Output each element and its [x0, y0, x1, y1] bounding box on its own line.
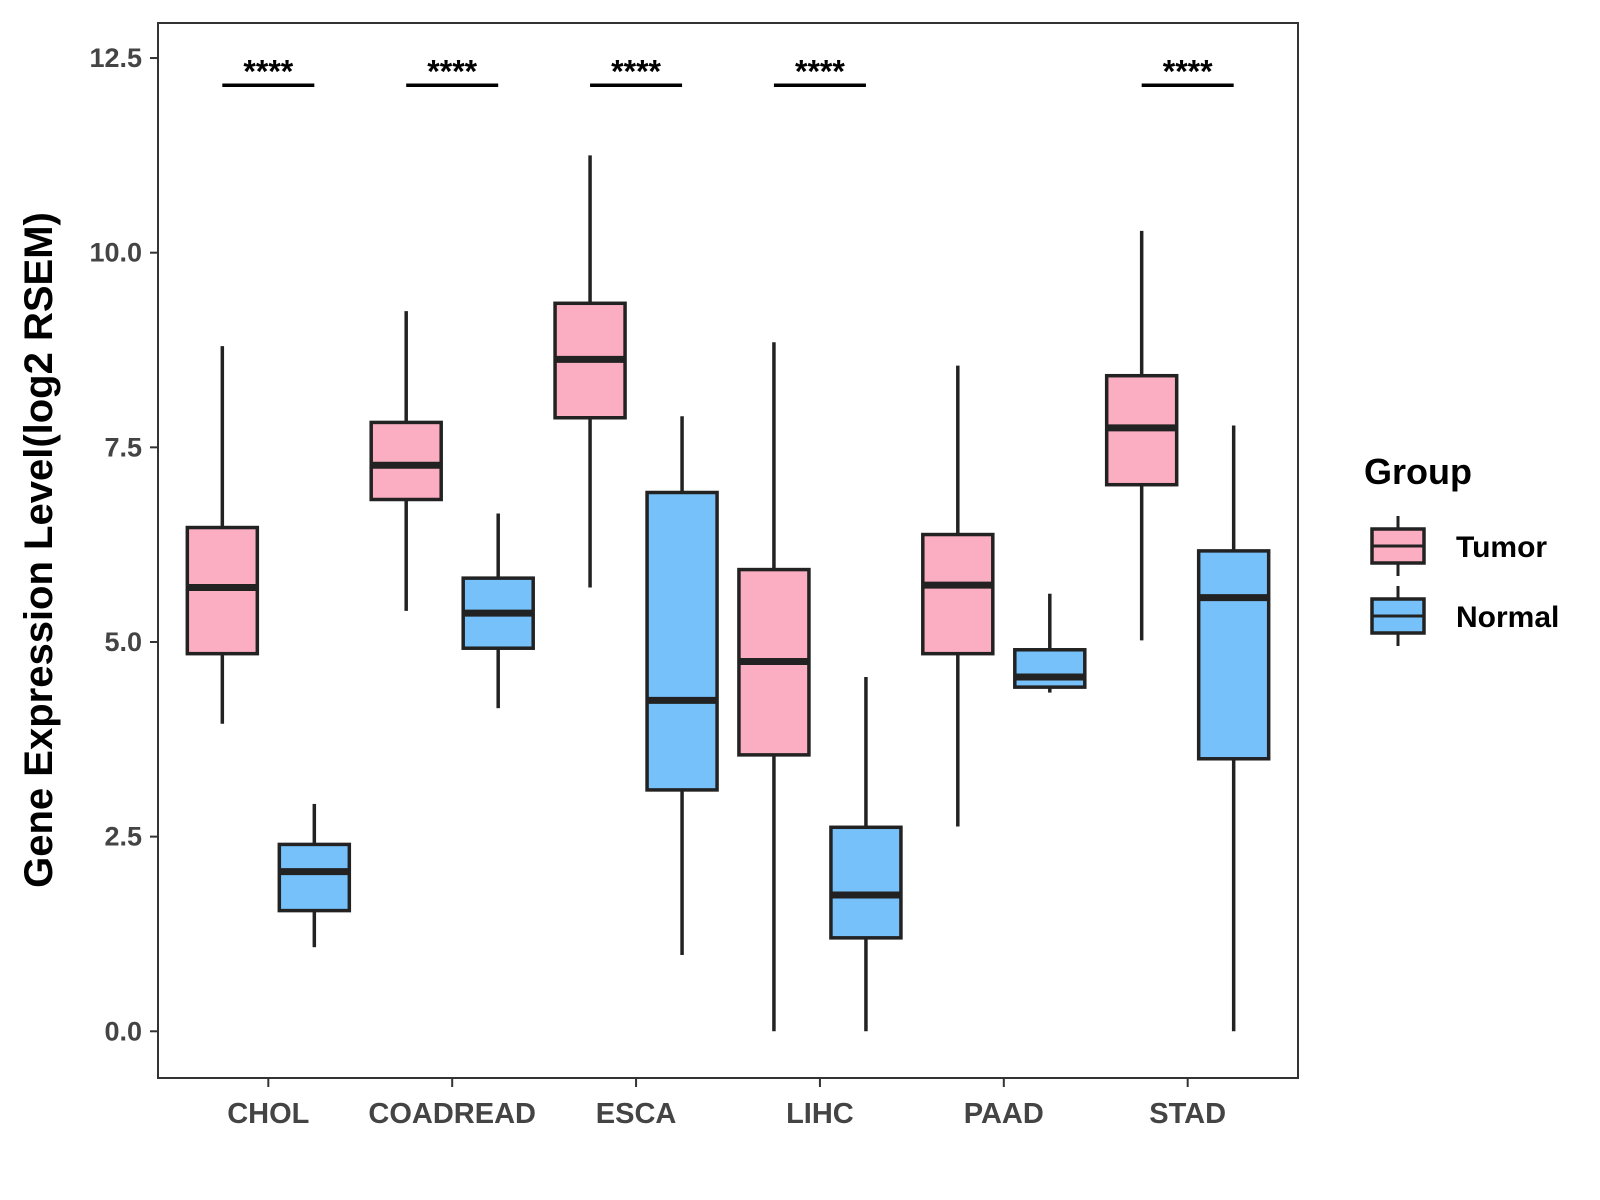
- y-tick-label: 12.5: [89, 43, 142, 73]
- box-normal-chol: [277, 803, 352, 948]
- box-body: [1013, 648, 1087, 689]
- box-tumor-stad: [1104, 230, 1179, 641]
- significance-label: ****: [1163, 53, 1213, 89]
- box-normal-paad: [1013, 593, 1087, 693]
- significance-label: ****: [427, 53, 477, 89]
- significance-label: ****: [243, 53, 293, 89]
- legend-item-tumor: Tumor: [1370, 516, 1547, 576]
- legend-label: Tumor: [1456, 531, 1547, 564]
- significance-label: ****: [611, 53, 661, 89]
- box-body: [1196, 549, 1271, 761]
- box-tumor-coadread: [369, 311, 443, 611]
- box-tumor-lihc: [737, 342, 811, 1032]
- box-normal-lihc: [829, 677, 903, 1032]
- box-tumor-paad: [921, 365, 995, 827]
- y-axis-title: Gene Expression Level(log2 RSEM): [17, 212, 61, 888]
- box-layer: [185, 155, 1271, 1032]
- x-tick-label: PAAD: [964, 1098, 1044, 1130]
- legend-label: Normal: [1456, 601, 1559, 634]
- box-normal-stad: [1196, 425, 1271, 1032]
- y-tick-label: 0.0: [104, 1016, 142, 1046]
- legend: Group Tumor Normal: [1364, 451, 1559, 646]
- y-tick-label: 5.0: [104, 627, 142, 657]
- y-axis: 0.0 2.5 5.0 7.5 10.0 12.5: [89, 43, 158, 1046]
- significance-label: ****: [795, 53, 845, 89]
- y-tick-label: 7.5: [104, 432, 142, 462]
- legend-title: Group: [1364, 451, 1472, 492]
- x-tick-label: STAD: [1149, 1098, 1226, 1130]
- x-tick-label: LIHC: [786, 1098, 854, 1130]
- significance-layer: **** **** **** **** ****: [222, 53, 1234, 89]
- box-tumor-esca: [553, 155, 627, 588]
- box-body: [277, 842, 352, 913]
- box-normal-esca: [645, 416, 719, 955]
- x-tick-label: CHOL: [227, 1098, 309, 1130]
- x-tick-label: COADREAD: [368, 1098, 536, 1130]
- plot-panel: [157, 22, 1299, 1079]
- legend-item-normal: Normal: [1370, 586, 1559, 646]
- y-tick-label: 10.0: [89, 238, 142, 268]
- y-tick-label: 2.5: [104, 822, 142, 852]
- x-tick-label: ESCA: [596, 1098, 677, 1130]
- box-body: [369, 420, 443, 502]
- box-body: [921, 532, 995, 656]
- box-body: [829, 825, 903, 940]
- box-tumor-chol: [185, 346, 260, 724]
- box-normal-coadread: [461, 513, 535, 709]
- x-axis: CHOL COADREAD ESCA LIHC PAAD STAD: [227, 1078, 1226, 1130]
- box-body: [645, 490, 719, 792]
